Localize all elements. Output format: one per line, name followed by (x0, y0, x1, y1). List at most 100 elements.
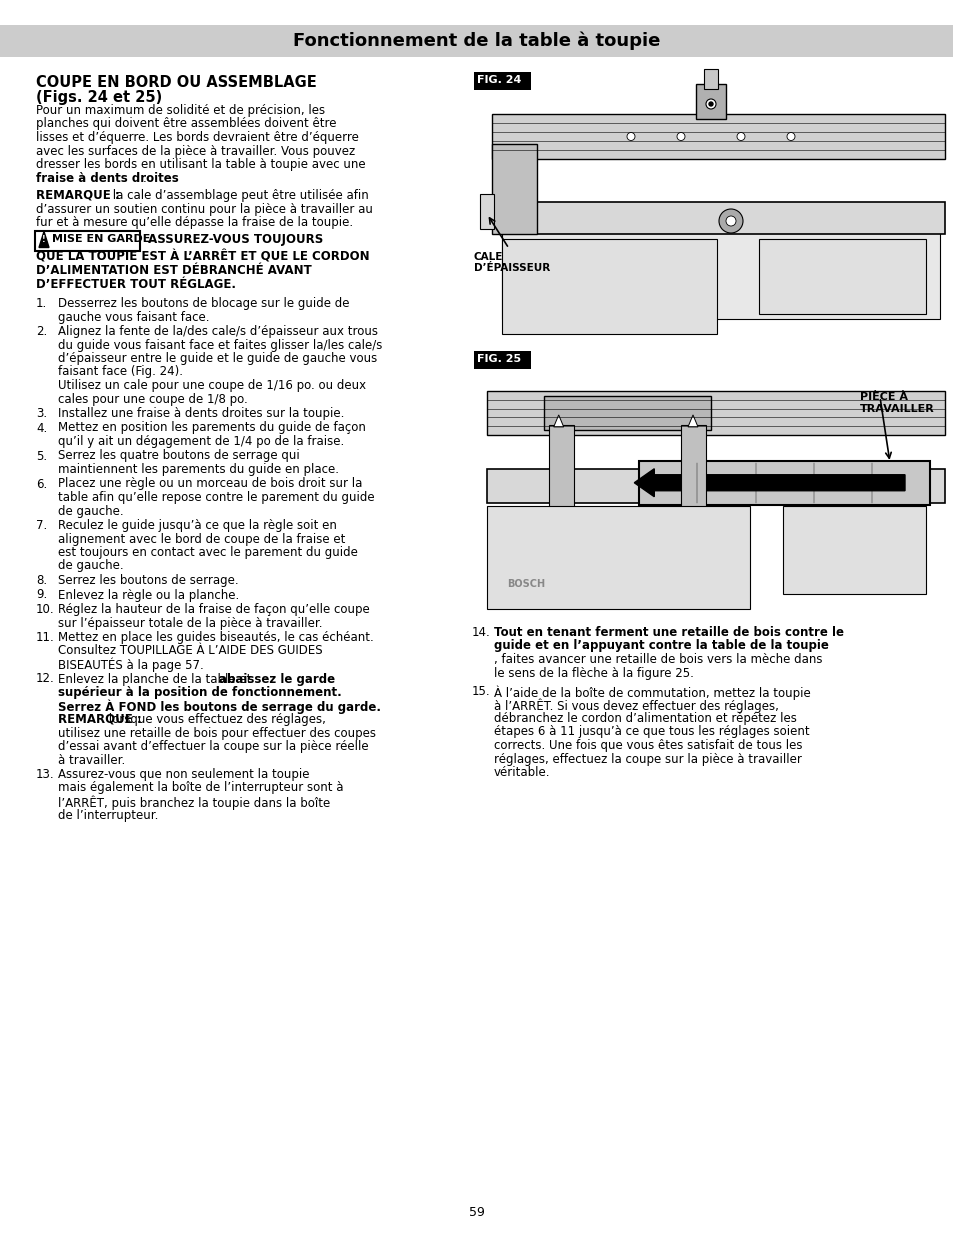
Text: mais également la boîte de l’interrupteur sont à: mais également la boîte de l’interrupteu… (58, 782, 343, 794)
FancyBboxPatch shape (492, 144, 537, 233)
Text: véritable.: véritable. (494, 766, 550, 779)
Circle shape (708, 103, 712, 106)
Text: 6.: 6. (36, 478, 48, 490)
FancyBboxPatch shape (474, 351, 531, 369)
Text: Réglez la hauteur de la fraise de façon qu’elle coupe: Réglez la hauteur de la fraise de façon … (58, 603, 370, 616)
Text: FIG. 24: FIG. 24 (476, 75, 521, 85)
FancyBboxPatch shape (479, 194, 494, 228)
Text: débranchez le cordon d’alimentation et répétez les: débranchez le cordon d’alimentation et r… (494, 713, 796, 725)
Text: !: ! (42, 235, 46, 245)
Text: gauche vous faisant face.: gauche vous faisant face. (58, 310, 210, 324)
Text: d’essai avant d’effectuer la coupe sur la pièce réelle: d’essai avant d’effectuer la coupe sur l… (58, 740, 368, 753)
Circle shape (677, 132, 684, 141)
Circle shape (786, 132, 794, 141)
Text: guide et en l’appuyant contre la table de la toupie: guide et en l’appuyant contre la table d… (494, 640, 828, 652)
Text: de l’interrupteur.: de l’interrupteur. (58, 809, 158, 821)
Circle shape (725, 216, 735, 226)
Text: qu’il y ait un dégagement de 1/4 po de la fraise.: qu’il y ait un dégagement de 1/4 po de l… (58, 435, 344, 448)
Text: 12.: 12. (36, 673, 54, 685)
Text: 7.: 7. (36, 519, 48, 532)
Text: abaissez le garde: abaissez le garde (219, 673, 335, 685)
Text: ASSUREZ-VOUS TOUJOURS: ASSUREZ-VOUS TOUJOURS (144, 233, 323, 246)
FancyBboxPatch shape (703, 69, 718, 89)
Text: 5.: 5. (36, 450, 47, 462)
Text: l’ARRÊT, puis branchez la toupie dans la boîte: l’ARRÊT, puis branchez la toupie dans la… (58, 795, 330, 809)
Text: D’ALIMENTATION EST DÉBRANCHÉ AVANT: D’ALIMENTATION EST DÉBRANCHÉ AVANT (36, 264, 312, 277)
Text: Mettez en place les guides biseautés, le cas échéant.: Mettez en place les guides biseautés, le… (58, 631, 374, 643)
FancyBboxPatch shape (781, 505, 925, 594)
Text: Assurez-vous que non seulement la toupie: Assurez-vous que non seulement la toupie (58, 768, 309, 781)
Circle shape (705, 99, 716, 109)
Text: la cale d’assemblage peut être utilisée afin: la cale d’assemblage peut être utilisée … (109, 189, 369, 203)
Text: le sens de la flèche à la figure 25.: le sens de la flèche à la figure 25. (494, 667, 693, 679)
FancyBboxPatch shape (492, 114, 944, 159)
FancyBboxPatch shape (758, 240, 925, 314)
Text: Consultez TOUPILLAGE À L’AIDE DES GUIDES: Consultez TOUPILLAGE À L’AIDE DES GUIDES (58, 645, 322, 657)
Text: Installez une fraise à dents droites sur la toupie.: Installez une fraise à dents droites sur… (58, 408, 344, 420)
Text: 11.: 11. (36, 631, 54, 643)
Text: sur l’épaisseur totale de la pièce à travailler.: sur l’épaisseur totale de la pièce à tra… (58, 616, 322, 630)
FancyBboxPatch shape (0, 25, 953, 57)
Text: étapes 6 à 11 jusqu’à ce que tous les réglages soient: étapes 6 à 11 jusqu’à ce que tous les ré… (494, 725, 809, 739)
Polygon shape (553, 415, 563, 427)
Text: FIG. 25: FIG. 25 (476, 354, 520, 364)
FancyBboxPatch shape (501, 240, 717, 333)
Text: 3.: 3. (36, 408, 47, 420)
Text: maintiennent les parements du guide en place.: maintiennent les parements du guide en p… (58, 463, 338, 475)
FancyBboxPatch shape (497, 201, 944, 233)
Text: fur et à mesure qu’elle dépasse la fraise de la toupie.: fur et à mesure qu’elle dépasse la frais… (36, 216, 353, 228)
Text: 15.: 15. (472, 685, 490, 698)
Text: REMARQUE :: REMARQUE : (36, 189, 120, 203)
Text: Desserrez les boutons de blocage sur le guide de: Desserrez les boutons de blocage sur le … (58, 296, 349, 310)
FancyBboxPatch shape (486, 505, 749, 609)
Text: planches qui doivent être assemblées doivent être: planches qui doivent être assemblées doi… (36, 117, 336, 131)
FancyBboxPatch shape (548, 425, 573, 508)
FancyBboxPatch shape (474, 72, 531, 90)
Text: 59: 59 (469, 1207, 484, 1219)
Text: 10.: 10. (36, 603, 54, 616)
Text: avec les surfaces de la pièce à travailler. Vous pouvez: avec les surfaces de la pièce à travaill… (36, 144, 355, 158)
Text: 4.: 4. (36, 421, 48, 435)
Polygon shape (39, 231, 49, 247)
Text: D’EFFECTUER TOUT RÉGLAGE.: D’EFFECTUER TOUT RÉGLAGE. (36, 278, 235, 290)
Text: à travailler.: à travailler. (58, 753, 125, 767)
Text: faisant face (Fig. 24).: faisant face (Fig. 24). (58, 366, 183, 378)
Text: Fonctionnement de la table à toupie: Fonctionnement de la table à toupie (293, 32, 660, 51)
Text: réglages, effectuez la coupe sur la pièce à travailler: réglages, effectuez la coupe sur la pièc… (494, 752, 801, 766)
Text: 1.: 1. (36, 296, 48, 310)
FancyBboxPatch shape (680, 425, 705, 508)
Text: Mettez en position les parements du guide de façon: Mettez en position les parements du guid… (58, 421, 366, 435)
Text: QUE LA TOUPIE EST À L’ARRÊT ET QUE LE CORDON: QUE LA TOUPIE EST À L’ARRÊT ET QUE LE CO… (36, 251, 369, 263)
Text: 2.: 2. (36, 325, 48, 338)
Text: 8.: 8. (36, 574, 47, 587)
Text: 9.: 9. (36, 589, 48, 601)
Text: Tout en tenant ferment une retaille de bois contre le: Tout en tenant ferment une retaille de b… (494, 626, 843, 638)
FancyBboxPatch shape (501, 206, 939, 319)
Text: Alignez la fente de la/des cale/s d’épaisseur aux trous: Alignez la fente de la/des cale/s d’épai… (58, 325, 377, 338)
Text: Utilisez un cale pour une coupe de 1/16 po. ou deux: Utilisez un cale pour une coupe de 1/16 … (58, 379, 366, 391)
Text: corrects. Une fois que vous êtes satisfait de tous les: corrects. Une fois que vous êtes satisfa… (494, 739, 801, 752)
FancyBboxPatch shape (543, 396, 710, 430)
Text: BOSCH: BOSCH (506, 579, 544, 589)
Text: cales pour une coupe de 1/8 po.: cales pour une coupe de 1/8 po. (58, 393, 248, 405)
Text: de gauche.: de gauche. (58, 559, 124, 573)
Polygon shape (687, 415, 698, 427)
FancyArrow shape (634, 469, 904, 496)
Text: MISE EN GARDE: MISE EN GARDE (52, 235, 151, 245)
Text: d’épaisseur entre le guide et le guide de gauche vous: d’épaisseur entre le guide et le guide d… (58, 352, 376, 366)
Text: , faites avancer une retaille de bois vers la mèche dans: , faites avancer une retaille de bois ve… (494, 653, 821, 666)
Text: Pour un maximum de solidité et de précision, les: Pour un maximum de solidité et de précis… (36, 104, 325, 117)
Text: lorsque vous effectuez des réglages,: lorsque vous effectuez des réglages, (106, 713, 326, 726)
Text: table afin qu’elle repose contre le parement du guide: table afin qu’elle repose contre le pare… (58, 492, 375, 504)
Text: 14.: 14. (472, 626, 490, 638)
Text: supérieur à la position de fonctionnement.: supérieur à la position de fonctionnemen… (58, 685, 341, 699)
Text: Serrez les quatre boutons de serrage qui: Serrez les quatre boutons de serrage qui (58, 450, 299, 462)
Text: dresser les bords en utilisant la table à toupie avec une: dresser les bords en utilisant la table … (36, 158, 365, 170)
Text: Serrez les boutons de serrage.: Serrez les boutons de serrage. (58, 574, 238, 587)
Text: Enlevez la règle ou la planche.: Enlevez la règle ou la planche. (58, 589, 239, 601)
Text: lisses et d’équerre. Les bords devraient être d’équerre: lisses et d’équerre. Les bords devraient… (36, 131, 358, 144)
Text: à l’ARRÊT. Si vous devez effectuer des réglages,: à l’ARRÊT. Si vous devez effectuer des r… (494, 699, 778, 713)
FancyBboxPatch shape (486, 391, 944, 435)
Text: utilisez une retaille de bois pour effectuer des coupes: utilisez une retaille de bois pour effec… (58, 726, 375, 740)
Text: (Figs. 24 et 25): (Figs. 24 et 25) (36, 90, 162, 105)
